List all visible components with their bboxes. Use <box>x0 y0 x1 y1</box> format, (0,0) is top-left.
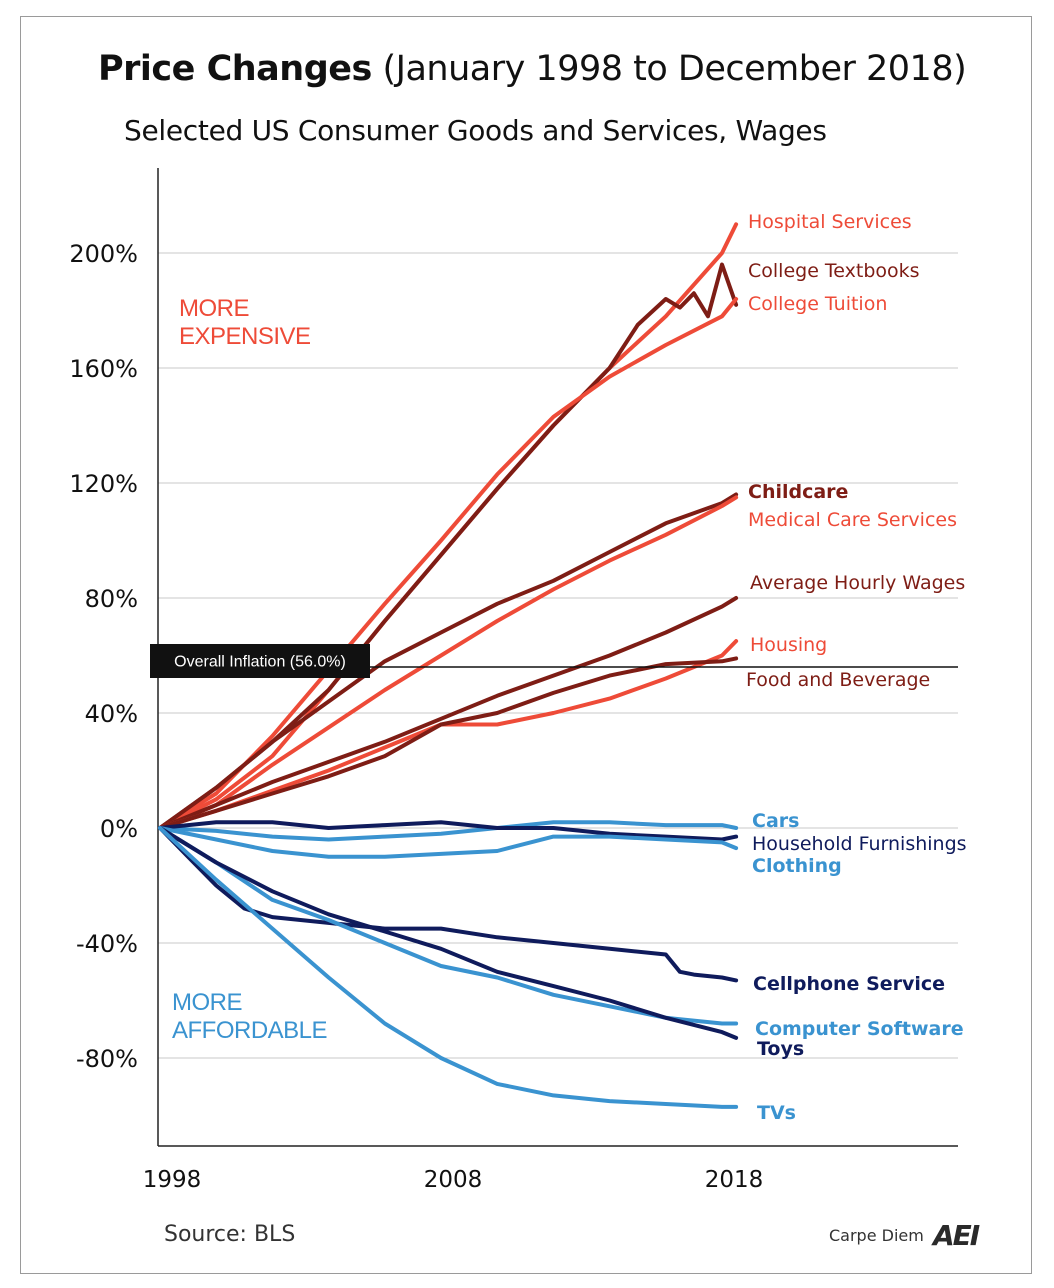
series-line <box>158 820 739 842</box>
y-tick-label: 0% <box>100 815 138 843</box>
series-line <box>158 820 739 842</box>
region-label: MORE <box>179 295 249 322</box>
chart-title-rest: (January 1998 to December 2018) <box>371 49 967 89</box>
series-line <box>158 492 739 830</box>
series-label: Average Hourly Wages <box>750 572 965 594</box>
aei-logo-icon: AEI <box>933 1219 980 1252</box>
reference-label-box <box>150 644 370 678</box>
y-tick-label: -80% <box>76 1045 138 1073</box>
series-label: TVs <box>757 1102 796 1124</box>
series-label: Childcare <box>748 481 848 503</box>
series-label: Food and Beverage <box>746 669 930 691</box>
series-line <box>158 826 739 1026</box>
series-line <box>158 826 739 859</box>
series-label: Housing <box>750 634 827 656</box>
y-tick-label: 160% <box>69 355 138 383</box>
series-line <box>158 826 739 1109</box>
series-line <box>158 826 739 1040</box>
series-line <box>158 639 739 830</box>
x-tick-label: 1998 <box>143 1167 202 1193</box>
brand-text: Carpe Diem <box>829 1226 924 1245</box>
reference-label: Overall Inflation (56.0%) <box>174 654 346 671</box>
series-label: Cellphone Service <box>753 973 945 995</box>
series-label: College Textbooks <box>748 260 920 282</box>
series-label: Household Furnishings <box>752 833 967 855</box>
region-label: MORE <box>172 989 242 1016</box>
series-label: Computer Software <box>755 1018 964 1040</box>
series-label: College Tuition <box>748 293 887 315</box>
series-label: Cars <box>752 810 799 832</box>
x-tick-label: 2008 <box>424 1167 483 1193</box>
y-tick-label: 40% <box>85 700 138 728</box>
series-label: Medical Care Services <box>748 509 957 531</box>
y-tick-label: -40% <box>76 930 138 958</box>
region-label: EXPENSIVE <box>179 323 311 350</box>
series-label: Hospital Services <box>748 211 912 233</box>
series-line <box>158 826 739 983</box>
series-label: Clothing <box>752 855 842 877</box>
brand-mark: Carpe Diem AEI <box>829 1219 999 1258</box>
series-line <box>158 596 739 830</box>
chart-subtitle: Selected US Consumer Goods and Services,… <box>124 114 827 147</box>
y-tick-label: 200% <box>69 240 138 268</box>
series-line <box>158 656 739 830</box>
y-tick-label: 80% <box>85 585 138 613</box>
series-label: Toys <box>757 1038 804 1060</box>
x-tick-label: 2018 <box>705 1167 764 1193</box>
series-line <box>158 297 739 830</box>
series-line <box>158 495 739 830</box>
chart-title: Price Changes (January 1998 to December … <box>98 49 998 89</box>
chart-title-bold: Price Changes <box>98 49 372 89</box>
source-note: Source: BLS <box>164 1222 296 1247</box>
region-label: AFFORDABLE <box>172 1017 327 1044</box>
y-tick-label: 120% <box>69 470 138 498</box>
